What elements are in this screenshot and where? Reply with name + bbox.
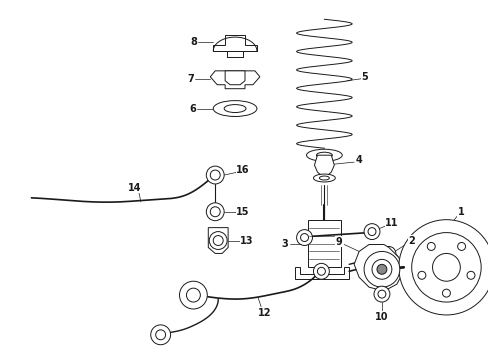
Polygon shape [213,35,257,51]
Circle shape [209,231,227,249]
Polygon shape [210,71,260,89]
Circle shape [206,203,224,221]
Ellipse shape [213,100,257,117]
Circle shape [458,243,466,251]
Circle shape [442,289,450,297]
Circle shape [206,166,224,184]
Text: 11: 11 [385,218,398,228]
Circle shape [382,247,396,260]
Circle shape [364,224,380,239]
Text: 16: 16 [236,165,250,175]
Polygon shape [294,267,349,279]
Ellipse shape [319,176,329,180]
Circle shape [179,281,207,309]
Polygon shape [225,71,245,85]
Ellipse shape [307,149,342,161]
Text: 8: 8 [190,37,197,47]
Circle shape [314,264,329,279]
Text: 15: 15 [236,207,250,217]
Text: 13: 13 [240,235,254,246]
Circle shape [383,252,399,268]
Circle shape [377,264,387,274]
Text: 7: 7 [187,74,194,84]
Circle shape [418,271,426,279]
Text: 12: 12 [258,308,271,318]
Text: 10: 10 [375,312,389,322]
Polygon shape [354,244,404,291]
Text: 3: 3 [281,239,288,248]
Text: 4: 4 [356,155,363,165]
Circle shape [399,220,490,315]
Polygon shape [208,228,228,253]
Text: 9: 9 [336,237,343,247]
Text: 1: 1 [458,207,465,217]
Circle shape [433,253,460,281]
Ellipse shape [314,174,335,182]
Circle shape [467,271,475,279]
Polygon shape [315,155,334,178]
Text: 14: 14 [128,183,142,193]
Text: 6: 6 [189,104,196,113]
Circle shape [364,251,400,287]
Circle shape [374,286,390,302]
Circle shape [427,243,435,251]
Text: 2: 2 [408,235,415,246]
Circle shape [151,325,171,345]
Ellipse shape [317,152,332,158]
Text: 5: 5 [362,72,368,82]
Polygon shape [308,220,341,267]
Circle shape [296,230,313,246]
Ellipse shape [224,105,246,113]
